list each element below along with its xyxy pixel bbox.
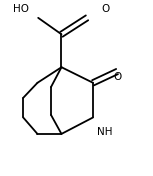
Text: HO: HO (13, 4, 29, 14)
Text: NH: NH (97, 127, 113, 137)
Text: O: O (113, 72, 121, 82)
Text: O: O (101, 4, 109, 14)
